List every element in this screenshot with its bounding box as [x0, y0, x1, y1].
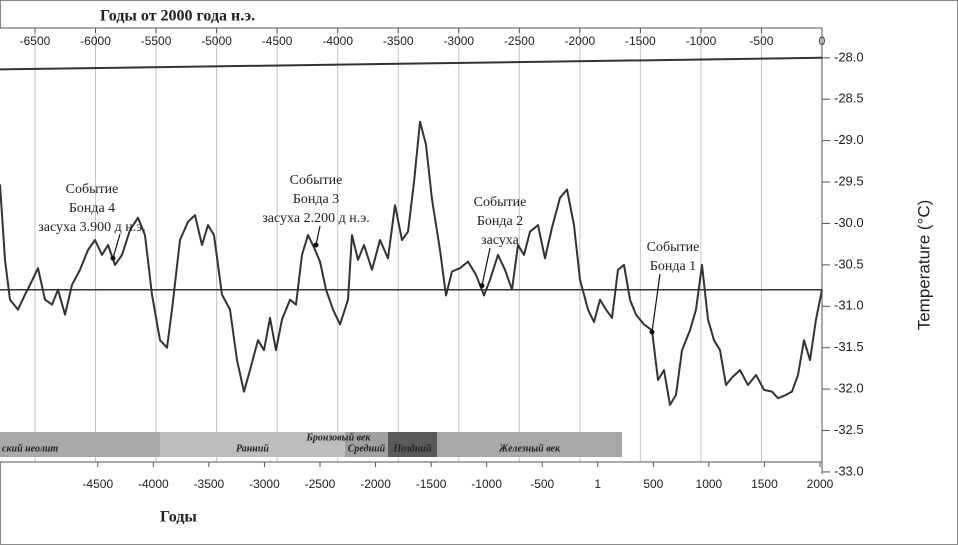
x-tick-label: -2000	[360, 477, 391, 491]
era-label: Средний	[348, 443, 386, 454]
annotation-text: Бонда 1	[650, 259, 696, 274]
x2-tick-label: -5000	[201, 34, 232, 48]
series-line	[0, 120, 823, 406]
era-label: Поздний	[392, 443, 431, 454]
x-tick-label: -3000	[249, 477, 280, 491]
annotation-text: Событие	[647, 240, 700, 255]
y-tick-label: -28.5	[834, 91, 864, 106]
series-line	[0, 56, 823, 71]
annotation-arrow	[651, 273, 661, 333]
x-tick-label: 1000	[696, 477, 723, 491]
y-tick-label: -28.0	[834, 49, 864, 64]
annotation-arrow	[315, 225, 321, 246]
annotation-text: Бонда 4	[69, 201, 115, 216]
annotation-point	[313, 242, 319, 248]
annotation-text: засуха 2.200 д н.э.	[262, 211, 369, 226]
x-tick-label: -1000	[471, 477, 502, 491]
annotation-text: Событие	[66, 182, 119, 197]
annotation-text: Бонда 2	[477, 214, 523, 229]
x-tick-label: 500	[643, 477, 663, 491]
era-group-label: Бронзовый век	[306, 432, 372, 443]
x2-tick-label: -3500	[383, 34, 414, 48]
annotation-point	[479, 283, 485, 289]
chart-title: Годы от 2000 года н.э.	[100, 8, 255, 25]
x-tick-label: -1500	[416, 477, 447, 491]
era-band	[345, 432, 388, 457]
y-tick-label: -33.0	[834, 463, 864, 478]
era-label: Железный век	[498, 443, 561, 454]
x2-tick-label: -4000	[322, 34, 353, 48]
annotation-text: Событие	[474, 195, 527, 210]
annotation-point	[649, 329, 655, 335]
x2-tick-label: -3000	[443, 34, 474, 48]
x2-tick-label: -1000	[686, 34, 717, 48]
era-label: Ранний	[236, 443, 269, 454]
annotation-text: Событие	[290, 173, 343, 188]
y-tick-label: -29.0	[834, 132, 864, 147]
x-tick-label: 2000	[807, 477, 834, 491]
y-tick-label: -31.0	[834, 298, 864, 313]
annotation-text: засуха 3.900 д н.э.	[38, 220, 145, 235]
era-band	[437, 432, 622, 457]
y-tick-label: -32.5	[834, 422, 864, 437]
x2-tick-label: -500	[749, 34, 773, 48]
annotation-point	[110, 255, 116, 261]
x-tick-label: -3500	[194, 477, 225, 491]
x2-tick-label: -5500	[141, 34, 172, 48]
era-label: ский неолит	[2, 443, 58, 454]
x-tick-label: -500	[530, 477, 554, 491]
x-tick-label: -4000	[138, 477, 169, 491]
y-tick-label: -30.0	[834, 215, 864, 230]
x-tick-label: 1500	[751, 477, 778, 491]
x2-tick-label: -1500	[625, 34, 656, 48]
era-band	[160, 432, 345, 457]
era-band	[0, 432, 160, 457]
x2-tick-label: -6500	[20, 34, 51, 48]
annotation-text: засуха	[481, 233, 520, 248]
x2-tick-label: -2000	[564, 34, 595, 48]
y-tick-label: -31.5	[834, 339, 864, 354]
annotation-arrow	[481, 247, 491, 286]
x-axis-label: Годы	[160, 509, 197, 526]
y-tick-label: -32.0	[834, 381, 864, 396]
x2-tick-label: -6000	[80, 34, 111, 48]
y-tick-label: -30.5	[834, 256, 864, 271]
annotation-arrow	[112, 233, 121, 259]
x-tick-label: 1	[594, 477, 601, 491]
x-tick-label: -4500	[82, 477, 113, 491]
plot-area	[0, 28, 822, 462]
annotation-text: Бонда 3	[293, 192, 339, 207]
x-tick-label: -2500	[305, 477, 336, 491]
era-band	[388, 432, 437, 457]
x2-tick-label: -2500	[504, 34, 535, 48]
x2-tick-label: -4500	[262, 34, 293, 48]
y-tick-label: -29.5	[834, 173, 864, 188]
y-axis-label: Temperature (°C)	[914, 200, 933, 331]
